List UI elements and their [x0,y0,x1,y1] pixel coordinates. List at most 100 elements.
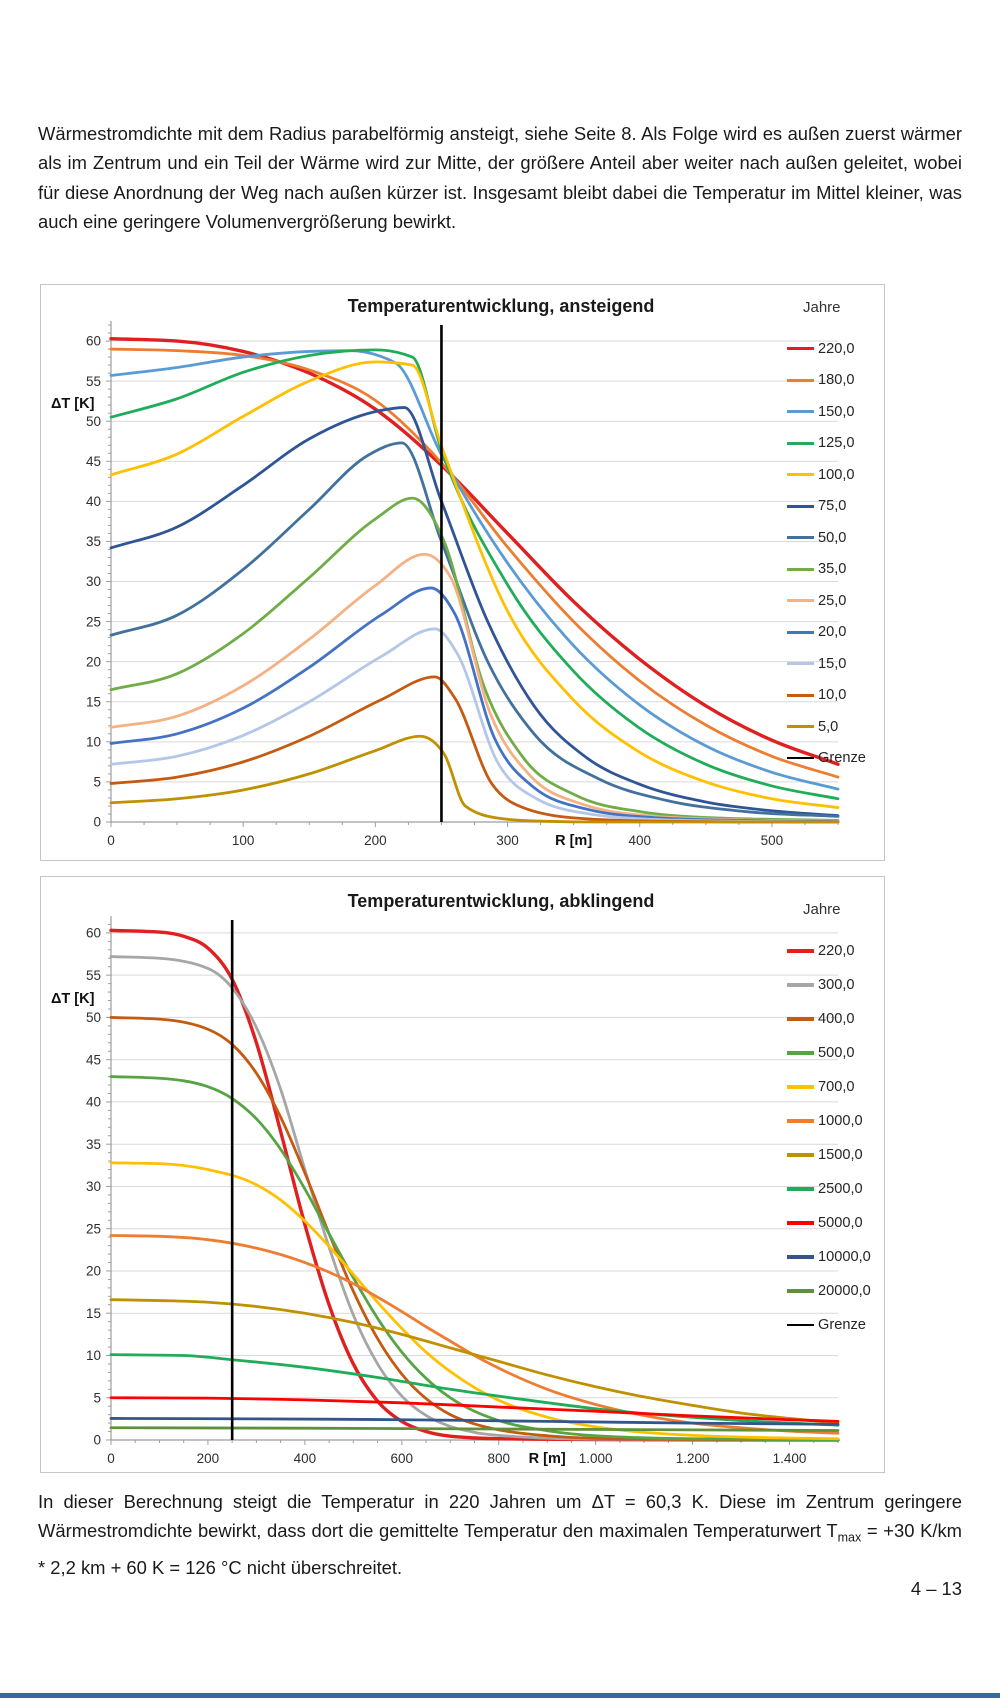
y-tick-label-60: 60 [86,334,101,349]
legend: Jahre 220,0 180,0 150,0 125,0 100,0 75,0 50,0 35… [787,285,883,860]
legend-label: 20,0 [818,624,847,641]
x-tick-label-400: 400 [294,1451,317,1466]
series-500,0 [109,1075,840,1442]
legend-swatch-icon [787,1085,814,1089]
legend-label: 5000,0 [818,1215,863,1231]
legend-label: 125,0 [818,435,855,452]
legend-swatch-icon [787,567,814,571]
series-20,0 [109,586,840,823]
legend-label: 300,0 [818,977,855,993]
page-number: 4 – 13 [910,1578,962,1599]
x-tick-label-200: 200 [364,833,387,848]
legend-label: 10000,0 [818,1249,871,1265]
legend-swatch-icon [787,473,814,477]
legend-item-400,0: 400,0 [787,1002,883,1036]
legend-label: 1000,0 [818,1113,863,1129]
legend-swatch-icon [787,441,814,445]
y-tick-label-30: 30 [86,1179,101,1194]
y-tick-label-15: 15 [86,1306,101,1321]
legend-swatch-icon [787,536,814,540]
legend-item-10000,0: 10000,0 [787,1240,883,1274]
legend-label: 25,0 [818,592,847,609]
x-tick-label-400: 400 [628,833,651,848]
legend-label: 150,0 [818,403,855,420]
legend-item-220,0: 220,0 [787,333,883,365]
legend-swatch-icon [787,347,814,351]
chart-title: Temperaturentwicklung, abklingend [348,891,655,911]
legend-label: 100,0 [818,466,855,483]
series-20000,0 [109,1426,840,1432]
legend-label: 15,0 [818,655,847,672]
series-1000,0 [109,1234,840,1435]
legend-label: 2500,0 [818,1181,863,1197]
legend-item-180,0: 180,0 [787,365,883,397]
legend-item-Grenze: Grenze [787,743,883,775]
y-tick-label-40: 40 [86,494,101,509]
tmax-subscript: max [837,1531,862,1546]
x-tick-label-800: 800 [487,1451,510,1466]
y-tick-label-45: 45 [86,454,101,469]
x-axis-title: R [m] [555,833,592,849]
legend-item-500,0: 500,0 [787,1036,883,1070]
legend-label: 400,0 [818,1011,855,1027]
legend-item-35,0: 35,0 [787,554,883,586]
legend-label: 75,0 [818,498,847,515]
legend-item-2500,0: 2500,0 [787,1172,883,1206]
legend-item-20000,0: 20000,0 [787,1274,883,1308]
legend-title: Jahre [803,901,841,918]
series-75,0 [109,406,840,817]
paragraph-bottom-text-1: In dieser Berechnung steigt die Temperat… [38,1491,962,1542]
legend-item-150,0: 150,0 [787,396,883,428]
y-tick-label-35: 35 [86,534,101,549]
legend-item-5,0: 5,0 [787,711,883,743]
series-220,0 [109,928,840,1442]
legend-item-300,0: 300,0 [787,968,883,1002]
legend-swatch-icon [787,693,814,697]
paragraph-top: Wärmestromdichte mit dem Radius parabelf… [38,123,962,233]
legend-label: 180,0 [818,372,855,389]
legend-item-10,0: 10,0 [787,680,883,712]
legend-label: 220,0 [818,340,855,357]
y-tick-label-10: 10 [86,1348,101,1363]
chart-title: Temperaturentwicklung, ansteigend [348,296,655,316]
y-tick-label-5: 5 [93,1390,101,1405]
legend: Jahre 220,0 300,0 400,0 500,0 700,0 1000,0 1500… [787,877,883,1472]
x-tick-label-600: 600 [391,1451,414,1466]
legend-item-1000,0: 1000,0 [787,1104,883,1138]
y-tick-label-55: 55 [86,374,101,389]
x-tick-label-500: 500 [761,833,784,848]
y-tick-label-40: 40 [86,1095,101,1110]
legend-swatch-icon [787,1153,814,1157]
y-tick-label-10: 10 [86,735,101,750]
series-35,0 [109,496,840,822]
legend-item-50,0: 50,0 [787,522,883,554]
series-15,0 [109,627,840,824]
legend-title: Jahre [803,299,841,316]
x-tick-label-1000: 1.000 [579,1451,613,1466]
x-tick-label-0: 0 [107,1451,115,1466]
legend-label: Grenze [818,750,866,767]
series-300,0 [109,955,840,1442]
legend-item-1500,0: 1500,0 [787,1138,883,1172]
y-tick-label-60: 60 [86,926,101,941]
y-tick-label-25: 25 [86,614,101,629]
legend-label: 50,0 [818,529,847,546]
y-tick-label-45: 45 [86,1052,101,1067]
legend-swatch-icon [787,1221,814,1225]
y-tick-label-50: 50 [86,414,101,429]
legend-swatch-icon [787,1051,814,1055]
legend-label: 10,0 [818,687,847,704]
legend-swatch-icon [787,1017,814,1021]
chart-temperaturentwicklung-abklingend: 0 5 10 15 20 25 30 35 40 45 50 55 60 0 200 400 600 800 1.0… [40,876,885,1473]
legend-item-25,0: 25,0 [787,585,883,617]
y-axis-title: ΔT [K] [51,396,95,412]
paragraph-bottom-text-2: = +30 K/km * 2,2 km + 60 K = 126 °C nich… [38,1520,962,1579]
legend-items: 220,0 180,0 150,0 125,0 100,0 75,0 50,0 35,0 25,… [787,333,883,774]
series-10000,0 [109,1417,840,1426]
legend-label: Grenze [818,1317,866,1333]
chart-temperaturentwicklung-ansteigend: 0 5 10 15 20 25 30 35 40 45 50 55 60 0 100 200 300 400 500… [40,284,885,861]
series-5,0 [109,734,840,824]
x-tick-label-100: 100 [232,833,255,848]
y-tick-label-0: 0 [93,1433,101,1448]
